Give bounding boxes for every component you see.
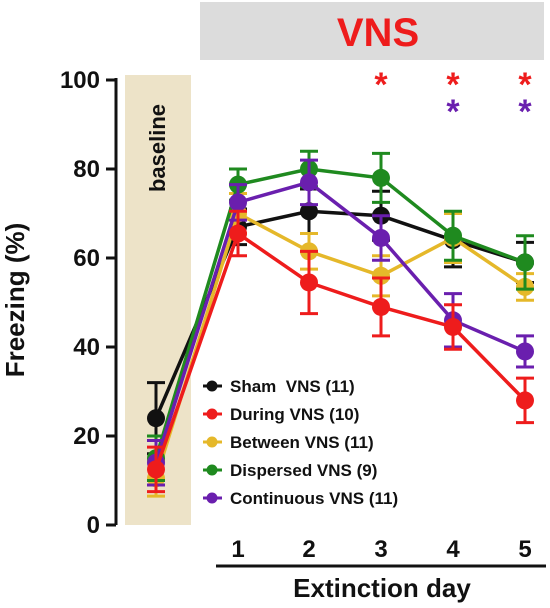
x-ticks: 1 2 3 4 5 bbox=[231, 536, 531, 563]
legend-marker bbox=[206, 492, 218, 504]
x-tick-label: 1 bbox=[231, 536, 244, 563]
y-axis-title: Freezing (%) bbox=[0, 223, 30, 378]
legend: Sham VNS (11) During VNS (10) Between VNS … bbox=[203, 377, 398, 508]
significance-stars: * **** bbox=[374, 66, 532, 131]
legend-label: Dispersed VNS (9) bbox=[230, 461, 377, 480]
significance-star: * bbox=[374, 66, 388, 104]
data-point bbox=[444, 226, 462, 245]
series-line bbox=[154, 210, 526, 479]
vns-banner-label: VNS bbox=[337, 11, 419, 55]
data-point bbox=[372, 297, 390, 316]
vns-banner bbox=[200, 2, 544, 60]
series-layer bbox=[147, 149, 534, 498]
significance-star: * bbox=[446, 93, 460, 131]
series-1 bbox=[147, 209, 534, 494]
legend-label: Sham VNS (11) bbox=[230, 377, 355, 396]
data-point bbox=[229, 193, 247, 212]
series-line bbox=[154, 167, 526, 459]
y-tick-label: 40 bbox=[73, 334, 100, 361]
data-point bbox=[444, 317, 462, 336]
significance-star: * bbox=[446, 66, 460, 104]
x-tick-label: 3 bbox=[374, 536, 387, 563]
data-point bbox=[147, 409, 165, 428]
legend-label: Continuous VNS (11) bbox=[230, 489, 398, 508]
x-axis-title: Extinction day bbox=[293, 573, 471, 603]
legend-marker bbox=[206, 464, 218, 476]
x-tick-label: 5 bbox=[518, 536, 531, 563]
data-point bbox=[516, 253, 534, 272]
x-tick-label: 2 bbox=[302, 536, 315, 563]
data-point bbox=[516, 391, 534, 410]
y-tick-label: 80 bbox=[73, 156, 100, 183]
legend-marker bbox=[206, 408, 218, 420]
y-tick-label: 20 bbox=[73, 423, 100, 450]
legend-label: During VNS (10) bbox=[230, 405, 359, 424]
y-tick-label: 60 bbox=[73, 245, 100, 272]
data-point bbox=[300, 273, 318, 292]
x-tick-label: 4 bbox=[446, 536, 460, 563]
baseline-label: baseline bbox=[145, 104, 170, 192]
legend-marker bbox=[206, 380, 218, 392]
y-tick-label: 100 bbox=[60, 67, 100, 94]
legend-label: Between VNS (11) bbox=[230, 433, 374, 452]
significance-star: * bbox=[518, 93, 532, 131]
data-point bbox=[372, 168, 390, 187]
data-point bbox=[147, 460, 165, 479]
series-line bbox=[154, 180, 526, 464]
data-point bbox=[300, 202, 318, 221]
y-ticks: 0 20 40 60 80 100 bbox=[60, 67, 116, 539]
y-tick-label: 0 bbox=[87, 512, 100, 539]
data-point bbox=[300, 173, 318, 192]
legend-marker bbox=[206, 436, 218, 448]
data-point bbox=[516, 342, 534, 361]
data-point bbox=[372, 266, 390, 285]
data-point bbox=[372, 228, 390, 247]
data-point bbox=[229, 224, 247, 243]
series-line bbox=[154, 230, 527, 470]
significance-star: * bbox=[518, 66, 532, 104]
